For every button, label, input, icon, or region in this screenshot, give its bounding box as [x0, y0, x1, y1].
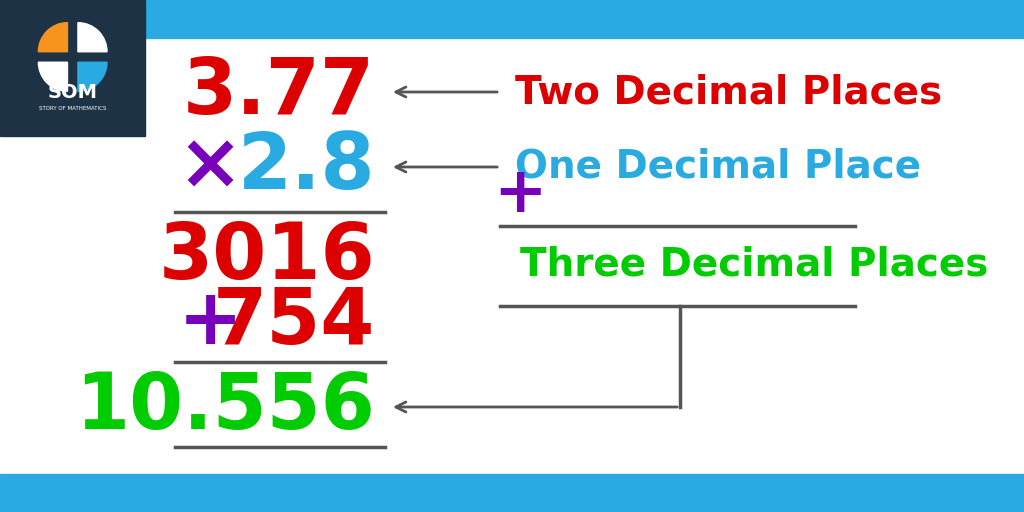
Text: Two Decimal Places: Two Decimal Places	[515, 73, 942, 111]
Bar	[0, 0, 145, 136]
Text: +: +	[494, 163, 547, 225]
Text: ×: ×	[177, 129, 243, 205]
Text: 754: 754	[213, 284, 375, 360]
Wedge shape	[38, 62, 68, 91]
Text: 10.556: 10.556	[75, 369, 375, 445]
Wedge shape	[78, 62, 108, 91]
Text: +: +	[177, 284, 243, 360]
Text: 3.77: 3.77	[183, 54, 375, 130]
Text: Three Decimal Places: Three Decimal Places	[520, 245, 988, 283]
Text: SOM: SOM	[48, 83, 97, 102]
Bar	[0, 0, 1024, 38]
Text: 2.8: 2.8	[238, 129, 375, 205]
Text: One Decimal Place: One Decimal Place	[515, 148, 922, 186]
Bar	[0, 474, 1024, 512]
Wedge shape	[78, 23, 108, 52]
Wedge shape	[38, 23, 68, 52]
Text: STORY OF MATHEMATICS: STORY OF MATHEMATICS	[39, 106, 106, 111]
Text: 3016: 3016	[159, 219, 375, 295]
